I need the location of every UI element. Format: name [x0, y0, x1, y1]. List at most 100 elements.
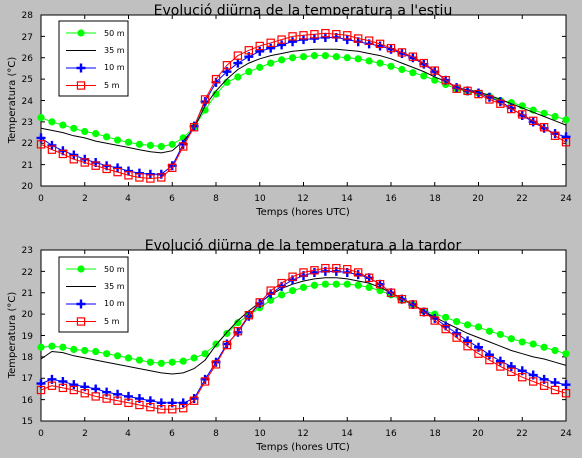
data-point-square [430, 316, 439, 325]
data-point-circle [92, 347, 100, 356]
data-point-circle [234, 73, 242, 81]
data-point-square [80, 158, 89, 167]
data-point-circle [135, 356, 144, 364]
data-point-square [135, 173, 144, 182]
data-point-circle [562, 350, 570, 358]
data-point-square [255, 41, 264, 51]
x-tick-label: 0 [38, 194, 44, 204]
data-point-circle [485, 327, 494, 335]
data-point-plus [145, 169, 155, 179]
data-point-plus [178, 398, 188, 408]
data-point-square [408, 52, 418, 61]
data-point-circle [212, 90, 220, 98]
legend-label-50m: 50 m [104, 29, 125, 38]
data-point-plus [277, 40, 287, 50]
x-tick-label: 8 [213, 429, 219, 439]
data-point-circle [124, 138, 133, 146]
x-tick-label: 2 [82, 429, 88, 439]
data-point-square [518, 372, 527, 382]
data-point-circle [59, 121, 67, 129]
data-point-square [321, 263, 330, 273]
data-point-square [364, 273, 374, 282]
data-point-square [146, 402, 155, 412]
y-tick-label: 28 [22, 11, 34, 21]
data-point-circle [267, 296, 275, 304]
data-point-square [496, 99, 505, 108]
data-point-circle [103, 133, 111, 141]
data-point-square [310, 266, 319, 275]
data-point-square [452, 333, 461, 342]
data-point-square [178, 142, 188, 151]
chart-summer: Evolució diürna de la temperatura a l'es… [7, 3, 572, 218]
data-point-square [124, 398, 133, 408]
data-point-circle [168, 358, 176, 366]
data-point-square [474, 89, 483, 99]
data-point-plus [266, 43, 276, 53]
data-point-circle [474, 323, 483, 331]
data-point-circle [146, 358, 154, 366]
x-tick-label: 0 [38, 429, 44, 439]
data-point-circle [81, 127, 89, 136]
data-point-square [485, 355, 494, 365]
data-point-square [157, 173, 166, 182]
data-point-circle [354, 281, 362, 289]
data-point-square [485, 95, 494, 104]
data-point-square [343, 265, 352, 274]
x-axis-label: Temps (hores UTC) [255, 442, 350, 453]
y-tick-label: 17 [22, 374, 33, 384]
data-point-circle [551, 346, 559, 355]
legend: 50 m 35 m 10 m 5 m [58, 256, 129, 333]
x-tick-labels: 0 2 4 6 8 10 12 14 16 18 20 22 24 [38, 429, 572, 439]
series-line-5m [40, 32, 567, 180]
data-point-plus [134, 168, 144, 178]
data-point-square [419, 307, 429, 317]
data-point-circle [442, 313, 450, 321]
data-point-square [102, 164, 111, 174]
data-point-square [507, 367, 516, 377]
y-tick-labels: 15 16 17 18 19 20 21 22 23 [22, 246, 34, 427]
data-point-square [550, 131, 560, 140]
data-point-square [397, 294, 407, 304]
chart-autumn: Evolució diürna de la temperatura a la t… [7, 238, 572, 453]
data-point-circle [496, 330, 504, 339]
y-tick-label: 15 [22, 417, 33, 427]
data-point-circle [157, 142, 165, 151]
data-point-circle [48, 342, 56, 350]
data-point-circle [223, 329, 231, 337]
data-point-circle [463, 321, 472, 329]
data-point-circle [146, 141, 154, 149]
data-point-circle [81, 346, 89, 355]
data-point-square [266, 286, 275, 295]
data-point-square [200, 377, 210, 386]
y-axis-label: Temperatura (°C) [7, 57, 18, 145]
x-tick-label: 4 [125, 194, 131, 204]
y-tick-label: 20 [22, 182, 34, 192]
data-point-square [474, 349, 483, 358]
x-tick-label: 18 [429, 429, 441, 439]
data-point-square [430, 66, 439, 75]
data-point-circle [398, 65, 406, 74]
y-tick-label: 25 [22, 75, 33, 85]
data-point-square [168, 163, 177, 173]
y-tick-label: 22 [22, 139, 33, 149]
data-point-square [310, 30, 319, 39]
data-point-plus [484, 350, 494, 360]
data-point-plus [47, 140, 57, 150]
data-point-circle [299, 53, 308, 61]
data-point-plus [76, 63, 86, 73]
data-point-square [386, 288, 396, 297]
series-markers-5m [36, 263, 571, 414]
data-point-square [135, 400, 144, 410]
x-tick-label: 20 [472, 429, 484, 439]
data-point-square [288, 272, 297, 281]
data-point-square [375, 280, 385, 289]
data-point-circle [168, 140, 176, 148]
y-tick-label: 23 [22, 118, 33, 128]
data-point-circle [37, 343, 45, 351]
x-tick-label: 2 [82, 194, 88, 204]
data-point-square [288, 32, 297, 41]
legend-label-50m: 50 m [104, 265, 125, 274]
data-point-square [277, 278, 286, 288]
series-markers-5m [36, 28, 571, 183]
data-point-square [58, 383, 68, 393]
